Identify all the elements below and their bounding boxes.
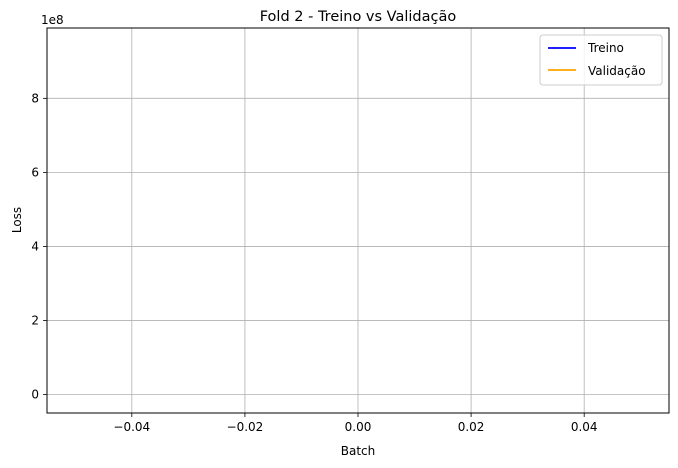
chart-title: Fold 2 - Treino vs Validação — [260, 9, 457, 25]
x-axis: −0.04 −0.02 0.00 0.02 0.04 — [113, 413, 598, 434]
y-tick-label: 2 — [31, 313, 39, 327]
x-tick-label: −0.04 — [113, 420, 150, 434]
legend: Treino Validação — [539, 34, 663, 86]
legend-label-treino: Treino — [587, 41, 624, 55]
y-axis: 0 2 4 6 8 — [31, 91, 47, 401]
x-tick-label: 0.02 — [458, 420, 485, 434]
y-offset-label: 1e8 — [41, 13, 64, 27]
x-axis-label: Batch — [341, 444, 376, 458]
x-tick-label: 0.00 — [345, 420, 372, 434]
y-tick-label: 8 — [31, 91, 39, 105]
y-tick-label: 6 — [31, 165, 39, 179]
y-tick-label: 0 — [31, 387, 39, 401]
y-tick-label: 4 — [31, 239, 39, 253]
legend-label-validacao: Validação — [588, 64, 646, 78]
grid — [47, 28, 669, 413]
y-axis-label: Loss — [10, 207, 24, 233]
x-tick-label: −0.02 — [227, 420, 264, 434]
x-tick-label: 0.04 — [571, 420, 598, 434]
